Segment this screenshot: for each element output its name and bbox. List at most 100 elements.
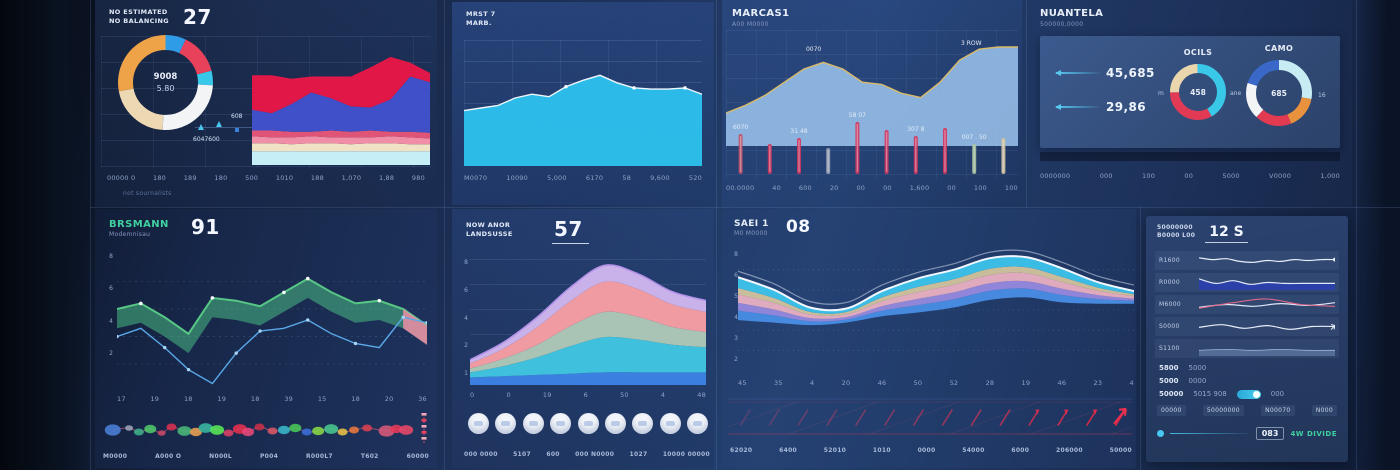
x-axis-label: 17 bbox=[117, 395, 126, 403]
panel-sael: SAEI 1 M0 M0000 08 8 6 5 4 3 2 45 35 4 20 46 50 52 2… bbox=[722, 209, 1136, 468]
card-title-line2: B0000 L00 bbox=[1157, 232, 1196, 240]
panel-title-line1: MRST 7 bbox=[466, 10, 496, 18]
x-axis-label: 46 bbox=[1057, 379, 1067, 387]
y-axis-label: 8 bbox=[734, 251, 738, 258]
x-axis-label: 35 bbox=[773, 379, 783, 387]
x-axis-label: 5,000 bbox=[547, 174, 567, 182]
avatar-chip[interactable] bbox=[468, 413, 489, 434]
x-axis-label: 15 bbox=[317, 395, 327, 403]
key-value-row: 5000 0000 bbox=[1155, 374, 1339, 387]
left-shade bbox=[0, 0, 92, 470]
avatar-chip[interactable] bbox=[687, 413, 708, 434]
y-axis: 8 6 5 4 3 2 bbox=[726, 251, 738, 363]
x-axis-label: 10090 bbox=[506, 174, 528, 182]
avatar-chip[interactable] bbox=[522, 413, 544, 434]
sparkline-chart bbox=[1199, 319, 1335, 334]
panel-landsusse: NOW ANOR LANDSUSSE 57 8 6 4 2 1 0 0 19 6 50 4 48 0… bbox=[452, 209, 714, 468]
avatar-chip[interactable] bbox=[495, 413, 517, 434]
button-row: 00000 50000000 N00070 N000 bbox=[1155, 401, 1339, 420]
category-label: 1027 bbox=[629, 451, 648, 458]
y-axis-label: 1 bbox=[464, 370, 468, 377]
footer-value: 083 bbox=[1255, 427, 1285, 440]
category-axis: M0000 A000 O N000L P004 R000L7 T602 60000 bbox=[103, 453, 429, 460]
metric-value: 57 bbox=[552, 217, 589, 244]
panel-title: NOW ANOR LANDSUSSE bbox=[466, 221, 513, 239]
x-axis-label: 36 bbox=[418, 395, 427, 403]
avatar-chip[interactable] bbox=[550, 413, 572, 434]
sparkline-row[interactable]: R1600 bbox=[1155, 251, 1339, 270]
stacked-area-chart bbox=[252, 50, 430, 165]
donut-center-label: 9008 5.80 bbox=[153, 72, 178, 93]
metric-value: 45,685 bbox=[1106, 66, 1155, 80]
avatar-chip[interactable] bbox=[659, 413, 681, 434]
y-axis-label: 6 bbox=[734, 272, 738, 279]
category-label: N000L bbox=[209, 453, 233, 460]
avatar-chip[interactable] bbox=[577, 413, 599, 434]
sparkline-row[interactable]: S0000 bbox=[1155, 317, 1339, 336]
sparkline-row[interactable]: S1100 bbox=[1155, 339, 1339, 358]
divider bbox=[1026, 0, 1027, 207]
x-axis-label: 5000 bbox=[1222, 172, 1240, 180]
svg-text:58 07: 58 07 bbox=[849, 112, 866, 119]
y-axis: 8 6 4 2 1 bbox=[456, 259, 468, 377]
donut-side-label: ane bbox=[1230, 90, 1242, 97]
sparkline-row[interactable]: M6000 bbox=[1155, 295, 1339, 314]
card-button[interactable]: N00070 bbox=[1261, 405, 1295, 416]
avatar-chip[interactable] bbox=[632, 413, 654, 434]
x-axis-label: 20 bbox=[829, 184, 839, 192]
avatar-chip[interactable] bbox=[604, 413, 626, 434]
avatar-row bbox=[468, 413, 708, 434]
card-button[interactable]: N000 bbox=[1311, 405, 1337, 416]
metric-row: 29,86 bbox=[1055, 100, 1146, 114]
y-axis-label: 2 bbox=[464, 342, 468, 350]
x-axis-label: 1,070 bbox=[341, 174, 362, 182]
toggle-switch[interactable] bbox=[1236, 389, 1261, 399]
category-label: 50000 bbox=[1109, 447, 1132, 454]
card-button[interactable]: 00000 bbox=[1157, 405, 1186, 416]
x-axis: 0000000 000 100 00 5000 V0000 1,000 bbox=[1040, 172, 1340, 180]
x-axis: 45 35 4 20 46 50 52 28 19 46 23 4 bbox=[738, 379, 1134, 387]
y-axis-label: 6 bbox=[464, 286, 468, 294]
x-axis-label: 980 bbox=[411, 174, 425, 182]
x-axis-label: 180 bbox=[214, 174, 228, 182]
x-axis-label: 1,000 bbox=[1320, 172, 1340, 180]
category-axis: 000 0000 5107 600 000 N0000 1027 10000 00000 bbox=[464, 451, 710, 458]
panel-summary-card: 50000000 B0000 L00 12 S R1600 R0000 M600… bbox=[1146, 216, 1348, 462]
x-axis-label: 188 bbox=[310, 174, 324, 182]
x-axis-label: 52 bbox=[949, 379, 959, 387]
x-axis-label: 6170 bbox=[585, 174, 604, 182]
category-label: 60000 bbox=[406, 453, 429, 460]
slider-handle-icon[interactable] bbox=[1157, 430, 1164, 437]
panel-title: BRSMANN bbox=[109, 219, 169, 230]
panel-title: MARCAS1 bbox=[732, 8, 790, 19]
card-button[interactable]: 50000000 bbox=[1202, 405, 1244, 416]
donut-chart bbox=[1170, 64, 1226, 120]
y-axis-label: 5 bbox=[734, 293, 738, 300]
footer-note: 4W DIVIDE bbox=[1290, 429, 1337, 438]
triangle-marker-icon bbox=[216, 121, 222, 127]
category-label: 54000 bbox=[962, 447, 985, 454]
x-axis-label: 100 bbox=[973, 184, 987, 192]
panel-traffic: MRST 7 MARB. M0070 10090 5,000 6170 58 9,600 5… bbox=[452, 2, 714, 205]
sparkline-chart bbox=[1199, 275, 1335, 290]
category-label: 000 0000 bbox=[464, 451, 498, 458]
x-axis-label: 00 bbox=[883, 184, 892, 192]
category-label: M0000 bbox=[103, 453, 128, 460]
marker-label: 608 bbox=[231, 113, 243, 120]
sparkline-row[interactable]: R0000 bbox=[1155, 273, 1339, 292]
x-axis-label: 20 bbox=[384, 395, 394, 403]
x-axis-label: 600 bbox=[798, 184, 812, 192]
donut-side-label: 16 bbox=[1318, 92, 1326, 99]
kv-key: 5000 bbox=[1159, 376, 1179, 385]
kv-value: 5015 908 bbox=[1193, 390, 1227, 398]
sparkline-chart bbox=[1199, 341, 1335, 356]
combo-chart: 6070 31 48 58 07 307 8 007 . 50 0070 3 ROW bbox=[726, 30, 1018, 180]
panel-subtitle: A00 M0000 bbox=[732, 21, 769, 28]
y-axis-label: 4 bbox=[734, 314, 738, 321]
panel-title-line1: NO ESTIMATED bbox=[109, 8, 168, 16]
slider-track[interactable] bbox=[1170, 433, 1250, 434]
x-axis-label: 4 bbox=[660, 391, 666, 399]
category-label: T602 bbox=[360, 453, 379, 460]
